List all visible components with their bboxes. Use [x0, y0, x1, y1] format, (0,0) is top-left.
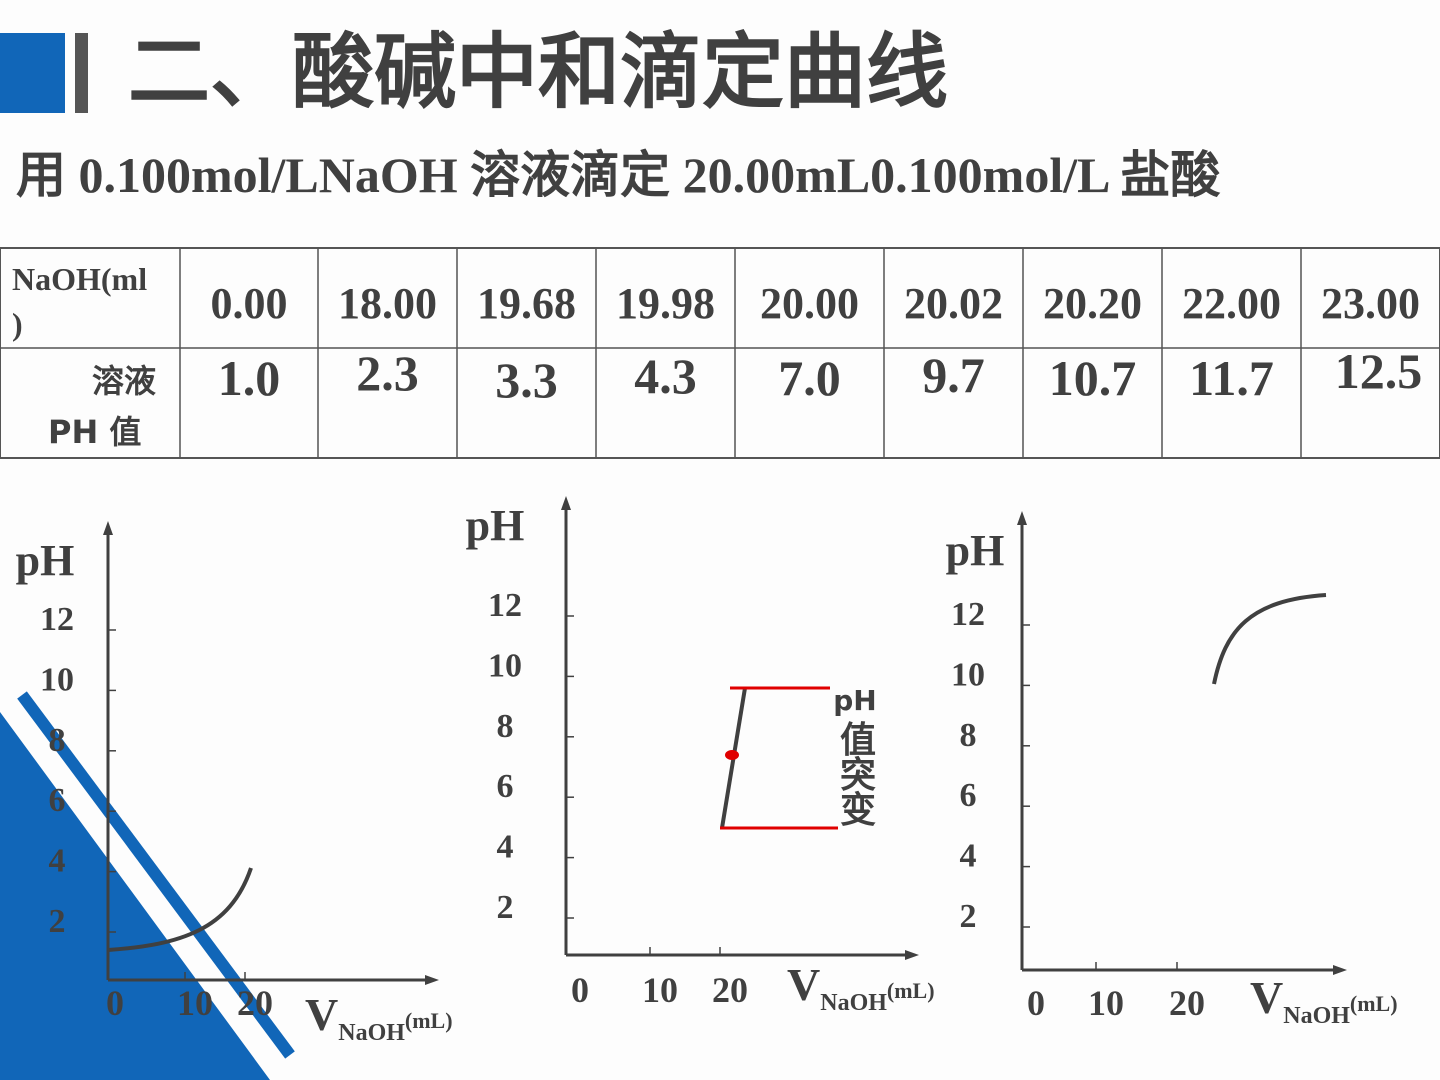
y-tick-label: 8 — [497, 708, 514, 745]
x-tick-label: 10 — [642, 970, 678, 1010]
row-label: ) — [12, 306, 23, 342]
x-tick-label: 0 — [106, 983, 124, 1023]
x-tick-label: 0 — [1027, 983, 1045, 1023]
equivalence-point — [725, 750, 739, 760]
table-cell: 0.00 — [211, 279, 288, 328]
x-axis-label: VNaOH(mL) — [787, 959, 935, 1016]
x-tick-label: 0 — [571, 970, 589, 1010]
x-label-sup: (mL) — [405, 1008, 453, 1033]
y-tick-label: 8 — [960, 717, 977, 754]
curve — [1212, 593, 1327, 685]
y-tick-label: 4 — [49, 843, 66, 880]
table-cell: 11.7 — [1189, 350, 1274, 406]
table-cell: 20.20 — [1043, 279, 1142, 328]
x-tick-label: 10 — [1088, 983, 1124, 1023]
subtitle: 用 0.100mol/LNaOH 溶液滴定 20.00mL0.100mol/L … — [16, 147, 1221, 203]
x-tick-label: 20 — [712, 970, 748, 1010]
x-tick-label: 20 — [1169, 983, 1205, 1023]
x-tick-label: 10 — [177, 983, 213, 1023]
axis-arrow — [561, 496, 571, 510]
y-tick-label: 2 — [497, 889, 514, 926]
x-tick-label: 20 — [237, 983, 273, 1023]
x-axis-label: VNaOH(mL) — [1250, 972, 1398, 1029]
y-tick-label: 6 — [960, 777, 977, 814]
table-cell: 18.00 — [338, 279, 437, 328]
table-cell: 20.00 — [760, 279, 859, 328]
annotation: 变 — [840, 789, 876, 831]
y-tick-label: 6 — [49, 782, 66, 819]
table-cell: 4.3 — [634, 348, 697, 404]
y-tick-label: 12 — [40, 601, 74, 638]
row-label: PH 值 — [48, 413, 141, 451]
x-label-sup: (mL) — [887, 978, 935, 1003]
title-bar — [75, 33, 88, 113]
table-cell: 19.68 — [477, 279, 576, 328]
table-border — [0, 247, 1440, 459]
x-label-sub: NaOH — [338, 1020, 405, 1046]
x-label-sub: NaOH — [1283, 1003, 1350, 1029]
y-tick-label: 12 — [488, 587, 522, 624]
annotation: 突 — [840, 755, 876, 796]
table-cell: 10.7 — [1049, 350, 1137, 406]
table-cell: 20.02 — [904, 279, 1003, 328]
y-tick-label: 12 — [951, 596, 985, 633]
x-label-main: V — [305, 989, 338, 1040]
table-cell: 12.5 — [1335, 343, 1423, 399]
x-axis-label: VNaOH(mL) — [305, 989, 453, 1046]
axis-arrow — [425, 975, 439, 985]
decor-triangle — [0, 712, 270, 1080]
axis-arrow — [1333, 965, 1347, 975]
axis-arrow — [103, 521, 113, 535]
title-block — [0, 33, 65, 113]
annotation: 值 — [840, 720, 876, 761]
y-tick-label: 10 — [951, 656, 985, 693]
y-tick-label: 2 — [960, 898, 977, 935]
curve — [107, 867, 253, 952]
table-cell: 9.7 — [922, 347, 985, 403]
table: NaOH(ml) 溶液 PH 值 0.00 18.00 19.68 19.98 20.00 20… — [0, 247, 1440, 459]
x-label-main: V — [1250, 972, 1283, 1023]
row-label: NaOH(ml — [12, 261, 147, 297]
x-label-sub: NaOH — [820, 990, 887, 1016]
y-tick-label: 2 — [49, 903, 66, 940]
y-tick-label: 8 — [49, 722, 66, 759]
table-cell: 23.00 — [1321, 279, 1420, 328]
table-cell: 22.00 — [1182, 279, 1281, 328]
y-tick-label: 4 — [497, 829, 514, 866]
table-cell: 7.0 — [778, 350, 841, 406]
title: 二、酸碱中和滴定曲线 — [128, 25, 948, 120]
axis-arrow — [1017, 511, 1027, 525]
y-axis-label: pH — [466, 501, 525, 550]
row-label: 溶液 — [92, 362, 156, 400]
axis-arrow — [905, 950, 919, 960]
y-tick-label: 10 — [40, 661, 74, 698]
annotation: pH — [833, 684, 876, 717]
table-cell: 1.0 — [218, 350, 281, 406]
decor-stripe — [17, 691, 295, 1059]
y-tick-label: 4 — [960, 838, 977, 875]
x-label-sup: (mL) — [1350, 991, 1398, 1016]
y-tick-label: 10 — [488, 647, 522, 684]
y-axis-label: pH — [946, 526, 1005, 575]
y-axis-label: pH — [16, 536, 75, 585]
table-cell: 3.3 — [495, 352, 558, 408]
x-label-main: V — [787, 959, 820, 1010]
table-cell: 19.98 — [616, 279, 715, 328]
table-cell: 2.3 — [356, 345, 419, 401]
y-tick-label: 6 — [497, 768, 514, 805]
